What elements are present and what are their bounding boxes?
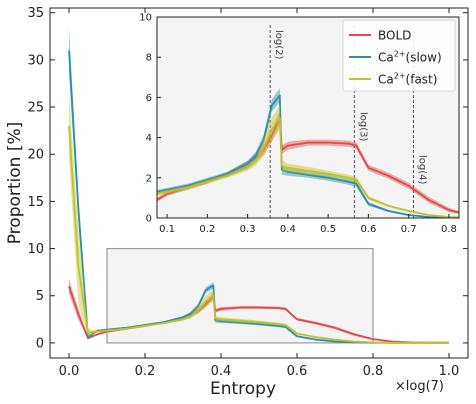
inset-series-line-3: [157, 116, 459, 218]
main-frame: [49, 7, 469, 359]
inset-x-tick-label: 0.1: [159, 224, 175, 235]
inset-y-tick-label: 10: [139, 13, 152, 24]
inset-x-tick-label: 0.4: [280, 224, 296, 235]
inset-y-tick-label: 6: [146, 93, 152, 104]
inset-x-tick-label: 0.7: [401, 224, 417, 235]
reference-line-label: log(4): [416, 155, 427, 185]
y-tick-label: 0: [36, 336, 44, 351]
inset-y-tick-label: 4: [146, 133, 152, 144]
x-multiplier-label: ×log(7): [395, 379, 444, 394]
y-tick-label: 25: [27, 101, 44, 116]
inset-frame: [156, 16, 460, 219]
x-tick-label: 0.8: [363, 364, 384, 379]
inset-y-tick-label: 0: [146, 214, 152, 225]
inset-y-tick-label: 2: [146, 173, 152, 184]
x-tick-label: 1.0: [439, 364, 460, 379]
inset-plot: log(2) log(3) log(4) 0.1 0.2 0.3 0.4 0.5 0.6 0.7 0…: [139, 13, 460, 235]
y-tick-label: 5: [36, 289, 44, 304]
x-tick-label: 0.6: [287, 364, 308, 379]
inset-x-tick-label: 0.8: [441, 224, 457, 235]
main-series-line-3: [68, 125, 449, 344]
zoom-box: [106, 247, 374, 344]
y-tick-label: 10: [27, 242, 44, 257]
x-tick-label: 0.0: [59, 364, 80, 379]
x-tick-label: 0.4: [211, 364, 232, 379]
x-axis-title: Entropy: [210, 379, 276, 399]
reference-line-label: log(3): [357, 112, 368, 142]
y-tick-label: 20: [27, 148, 44, 163]
inset-x-tick-label: 0.5: [320, 224, 336, 235]
inset-series-line-2: [157, 94, 459, 218]
legend-box: [342, 19, 456, 92]
inset-x-tick-label: 0.3: [240, 224, 256, 235]
x-tick-label: 0.2: [135, 364, 156, 379]
inset-series-line-1: [157, 116, 459, 214]
inset-y-tick-label: 8: [146, 53, 152, 64]
inset-x-tick-label: 0.6: [360, 224, 376, 235]
legend-label: Ca2+(fast): [378, 72, 437, 87]
inset-x-tick-label: 0.2: [199, 224, 215, 235]
y-axis-title: Proportion [%]: [5, 122, 25, 245]
y-tick-label: 15: [27, 195, 44, 210]
reference-line-label: log(2): [273, 30, 284, 60]
y-tick-label: 30: [27, 53, 44, 68]
y-tick-label: 35: [27, 6, 44, 21]
legend-label: Ca2+(slow): [378, 50, 442, 65]
legend-label: BOLD: [378, 29, 411, 43]
